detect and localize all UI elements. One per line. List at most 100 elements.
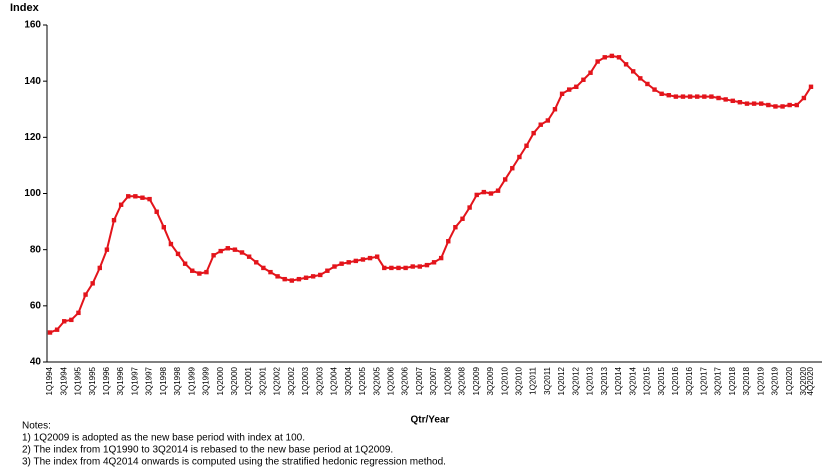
data-point (709, 94, 714, 99)
data-point (47, 330, 53, 335)
x-tick-label: 3Q2008 (458, 366, 467, 395)
data-point (467, 205, 472, 210)
data-point (339, 261, 344, 266)
x-tick-label: 1Q2008 (443, 366, 452, 395)
x-tick-label: 3Q2009 (486, 366, 495, 395)
data-point (218, 248, 223, 254)
data-point (495, 188, 501, 193)
x-tick-label: 1Q2009 (472, 366, 481, 395)
x-tick-label: 1Q2002 (273, 366, 282, 395)
x-tick-label: 1Q2012 (557, 366, 566, 395)
x-tick-label: 1Q1995 (74, 366, 83, 395)
x-tick-label: 3Q1995 (88, 366, 97, 395)
data-point (154, 209, 159, 214)
data-point (360, 257, 366, 262)
data-point (310, 274, 316, 279)
data-point (275, 274, 280, 279)
x-tick-label: 1Q2000 (216, 366, 225, 395)
x-tick-label: 1Q2015 (643, 366, 652, 395)
data-point (502, 177, 508, 182)
x-tick-label: 1Q2016 (671, 366, 680, 395)
x-tick-label: 3Q2000 (230, 366, 239, 395)
x-tick-label: 3Q2007 (429, 366, 438, 395)
data-point (69, 317, 74, 323)
data-point (680, 94, 686, 99)
data-point (609, 53, 615, 59)
x-tick-label: 1Q2019 (756, 366, 765, 395)
data-point (261, 265, 266, 271)
data-point (602, 55, 607, 60)
data-point (225, 246, 231, 251)
y-tick-label: 100 (24, 188, 41, 199)
data-point (431, 260, 437, 265)
data-point (673, 94, 679, 99)
data-point (488, 191, 494, 196)
data-point (623, 62, 629, 67)
x-tick-label: 3Q2003 (315, 366, 324, 395)
data-point (182, 261, 188, 266)
data-point (531, 130, 536, 136)
x-tick-label: 3Q2016 (685, 366, 694, 395)
y-axis-title: Index (10, 2, 40, 14)
x-axis-title: Qtr/Year (411, 415, 450, 426)
x-tick-label: 3Q2012 (571, 366, 580, 395)
data-point (204, 269, 209, 275)
x-tick-label: 1Q2005 (358, 366, 367, 395)
data-point (374, 254, 380, 259)
data-point (97, 265, 102, 271)
data-point (318, 272, 323, 278)
data-point (538, 122, 543, 127)
data-point (232, 247, 238, 252)
x-tick-label: 1Q2014 (614, 366, 623, 395)
data-point (90, 281, 95, 286)
x-tick-label: 1Q1996 (102, 366, 111, 395)
data-point (175, 251, 181, 257)
x-tick-label: 3Q2013 (600, 366, 609, 395)
data-point (695, 94, 700, 99)
data-point (652, 87, 657, 92)
note: Notes: (22, 421, 51, 432)
data-point (737, 100, 743, 105)
x-tick-label: 3Q2020 (799, 366, 808, 395)
y-tick-label: 40 (30, 357, 42, 368)
data-point (118, 202, 124, 207)
data-point (559, 91, 565, 97)
data-point (552, 107, 558, 112)
data-point (730, 98, 735, 104)
data-point (268, 269, 273, 275)
data-point (794, 102, 799, 108)
data-point (481, 189, 487, 195)
x-tick-label: 1Q1998 (159, 366, 168, 395)
x-tick-label: 1Q2018 (728, 366, 737, 395)
x-tick-label: 3Q2017 (714, 366, 723, 395)
x-tick-label: 3Q2018 (742, 366, 751, 395)
data-point (133, 194, 138, 199)
data-point (744, 101, 750, 106)
x-tick-label: 3Q1998 (173, 366, 182, 395)
data-point (702, 94, 707, 99)
x-tick-label: 1Q2006 (386, 366, 395, 395)
data-point (346, 260, 351, 265)
data-point (83, 292, 88, 297)
x-tick-label: 1Q2001 (244, 366, 253, 395)
data-point (246, 254, 252, 259)
data-point (759, 101, 764, 106)
data-point (510, 166, 515, 171)
x-tick-label: 1Q2020 (785, 366, 794, 395)
x-tick-label: 3Q2011 (543, 366, 552, 394)
data-point (197, 271, 202, 276)
x-tick-label: 1Q1999 (187, 366, 196, 395)
data-point (438, 255, 444, 261)
data-point (630, 69, 636, 74)
data-point (296, 276, 302, 282)
data-point (140, 195, 145, 200)
x-tick-label: 1Q2007 (415, 366, 424, 395)
data-point (424, 262, 430, 268)
data-point (460, 216, 465, 221)
data-point (410, 264, 415, 269)
data-point (282, 276, 287, 282)
y-tick-label: 60 (30, 300, 42, 311)
data-point (289, 278, 295, 283)
data-point (801, 95, 807, 101)
x-tick-label: 1Q2003 (301, 366, 310, 395)
